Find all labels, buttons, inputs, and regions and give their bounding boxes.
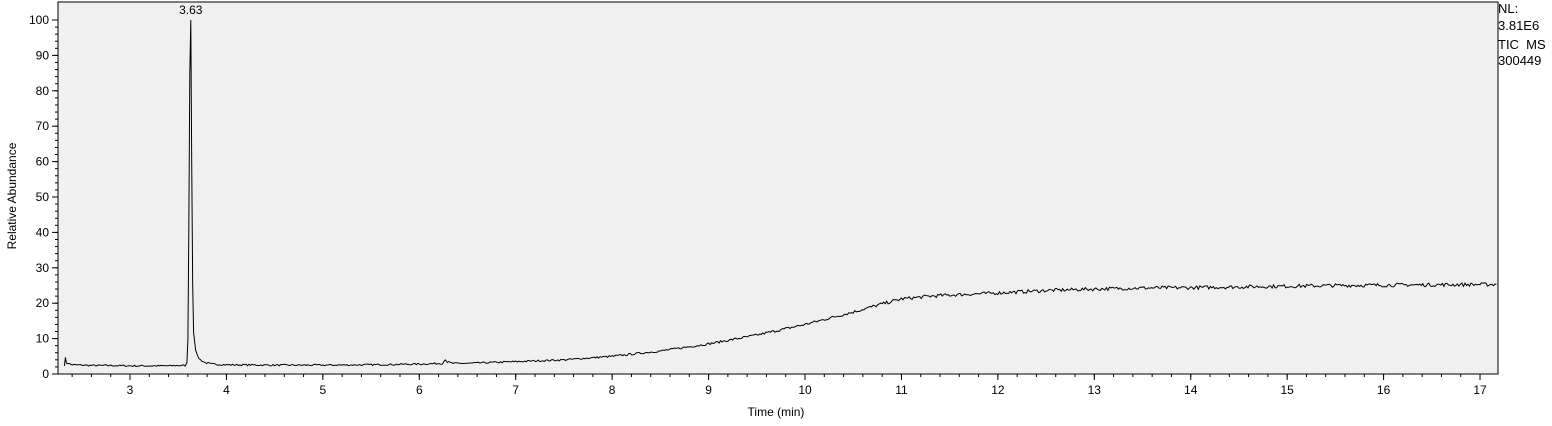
file-name: 300449 (1498, 53, 1542, 68)
x-tick-label: 12 (991, 383, 1005, 397)
x-tick-label: 15 (1280, 383, 1294, 397)
x-tick-label: 4 (223, 383, 230, 397)
y-tick-label: 70 (36, 119, 50, 133)
nl-label: NL: (1498, 1, 1519, 16)
x-tick-label: 10 (798, 383, 812, 397)
x-axis: 3 4 5 6 7 8 9 10 11 12 13 14 15 16 17 (71, 374, 1487, 397)
x-axis-label: Time (min) (748, 405, 805, 419)
plot-area (57, 1, 1499, 375)
y-tick-label: 90 (36, 48, 50, 62)
y-tick-label: 60 (36, 155, 50, 169)
peak-label: 3.63 (179, 3, 203, 17)
x-tick-label: 11 (895, 383, 908, 397)
y-tick-label: 20 (36, 296, 50, 310)
tic-trace (63, 19, 1497, 368)
peak-annotations: 3.63 (179, 3, 203, 17)
y-tick-label: 30 (36, 261, 50, 275)
y-axis: 0 10 20 30 40 50 60 70 80 90 100 (29, 13, 58, 381)
x-tick-label: 17 (1473, 383, 1487, 397)
x-tick-label: 3 (127, 383, 134, 397)
y-axis-label: Relative Abundance (5, 142, 19, 249)
x-tick-label: 6 (416, 383, 423, 397)
y-tick-label: 40 (36, 225, 50, 239)
x-tick-label: 14 (1184, 383, 1198, 397)
y-tick-label: 10 (36, 332, 50, 346)
y-tick-label: 100 (29, 13, 49, 27)
x-tick-label: 16 (1377, 383, 1391, 397)
y-tick-label: 0 (42, 367, 49, 381)
x-tick-label: 13 (1088, 383, 1102, 397)
scan-filter: TIC MS (1498, 37, 1546, 52)
y-tick-label: 50 (36, 190, 50, 204)
x-tick-label: 9 (705, 383, 712, 397)
x-tick-label: 7 (512, 383, 519, 397)
x-tick-label: 5 (320, 383, 327, 397)
x-tick-label: 8 (609, 383, 616, 397)
nl-value: 3.81E6 (1498, 18, 1540, 33)
y-tick-label: 80 (36, 84, 50, 98)
